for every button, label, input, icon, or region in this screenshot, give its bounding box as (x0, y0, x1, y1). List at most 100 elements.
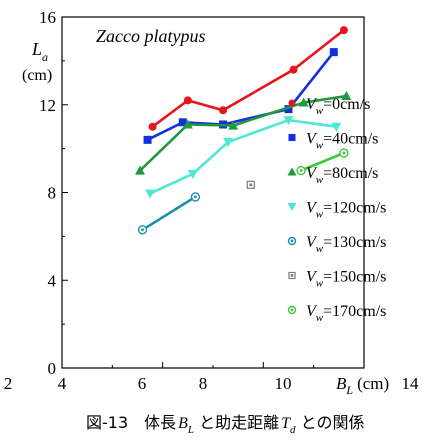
legend-text: =40cm/s (323, 131, 378, 148)
caption-symbol-t: T (281, 415, 291, 432)
legend-text: =80cm/s (323, 165, 378, 182)
series-5 (246, 180, 255, 189)
y-tick-label: 0 (48, 359, 57, 378)
caption-sub-d: d (290, 424, 296, 436)
data-point (183, 96, 192, 105)
legend-symbol: V (306, 269, 318, 286)
legend-item: Vw=80cm/s (287, 165, 378, 186)
legend-label: Vw=120cm/s (306, 200, 386, 221)
data-point (190, 192, 201, 202)
y-tick-label: 12 (39, 96, 56, 115)
y-axis-subscript: a (42, 50, 48, 64)
x-tick-label: 8 (199, 374, 208, 393)
data-point (329, 48, 338, 57)
legend-text: =150cm/s (323, 269, 386, 286)
caption-suffix: との関係 (296, 413, 365, 432)
data-point (287, 305, 297, 315)
data-point-dot (290, 239, 294, 243)
data-point-dot (141, 228, 144, 232)
legend-label: Vw=130cm/s (306, 234, 386, 255)
x-axis-subscript: L (345, 383, 353, 397)
legend-label: Vw=150cm/s (306, 269, 386, 290)
data-point (288, 271, 296, 280)
legend-symbol: V (306, 200, 318, 217)
data-point (283, 116, 294, 126)
legend-label: Vw=170cm/s (306, 303, 386, 324)
legend-symbol: V (306, 165, 318, 182)
data-point (296, 165, 306, 176)
legend-subscript: w (316, 105, 324, 117)
x-tick-label: 2 (4, 374, 13, 393)
legend-label: Vw=80cm/s (306, 165, 378, 186)
data-point (228, 120, 239, 130)
chart-annotation: Zacco platypus (96, 26, 206, 46)
legend-symbol: V (306, 303, 318, 320)
data-point (298, 97, 309, 107)
series-3 (145, 116, 342, 199)
legend-subscript: w (316, 174, 324, 186)
data-point-dot (290, 308, 294, 312)
legend-item: Vw=0cm/s (288, 96, 370, 117)
caption-prefix: 図-13 体長 (86, 413, 176, 432)
x-axis-label: BL (cm) (336, 374, 389, 397)
legend-subscript: w (316, 140, 324, 152)
data-point (287, 203, 297, 211)
data-point (223, 138, 234, 148)
legend-symbol: V (306, 131, 318, 148)
series-4 (137, 192, 201, 235)
legend-item: Vw=40cm/s (288, 131, 378, 152)
data-point (143, 135, 152, 144)
legend-text: =130cm/s (323, 234, 386, 251)
data-point (182, 119, 193, 129)
data-point (219, 106, 228, 115)
data-point (284, 105, 293, 114)
data-point (287, 167, 297, 176)
legend-label: Vw=0cm/s (306, 96, 370, 117)
data-point (339, 26, 348, 35)
legend-item: Vw=120cm/s (287, 200, 386, 221)
legend-subscript: w (316, 278, 324, 290)
series-line (300, 151, 345, 172)
legend-text: =120cm/s (323, 200, 386, 217)
legend-label: Vw=40cm/s (306, 131, 378, 152)
legend-item: Vw=170cm/s (287, 303, 386, 324)
legend-subscript: w (316, 243, 324, 255)
data-point (135, 165, 146, 175)
x-axis-symbol: B (336, 374, 347, 393)
data-point-dot (249, 183, 253, 187)
caption-symbol-b: B (178, 415, 188, 432)
figure-caption: 図-13 体長 BL と助走距離 Td との関係 (86, 413, 364, 436)
legend-subscript: w (316, 209, 324, 221)
y-tick-label: 4 (48, 271, 57, 290)
series-6 (296, 148, 349, 176)
legend-item: Vw=130cm/s (287, 234, 386, 255)
y-axis-label: La (31, 39, 48, 64)
y-tick-label: 8 (48, 184, 57, 203)
legend-text: =0cm/s (323, 96, 370, 113)
data-point (289, 65, 298, 74)
x-tick-label: 4 (58, 374, 67, 393)
data-point (145, 189, 156, 199)
data-point (331, 122, 342, 132)
series-0 (148, 26, 348, 131)
y-tick-label: 16 (39, 8, 56, 27)
data-point (246, 180, 255, 189)
series-line (141, 195, 197, 231)
data-point (178, 118, 187, 127)
data-point (339, 148, 349, 158)
data-point (288, 99, 296, 107)
legend-text: =170cm/s (323, 303, 386, 320)
caption-sub-l: L (187, 424, 194, 436)
x-tick-label: 14 (402, 374, 420, 393)
series-2 (135, 90, 352, 175)
data-point-dot (342, 151, 346, 155)
data-point (341, 90, 352, 100)
legend-subscript: w (316, 312, 324, 324)
data-point (137, 225, 148, 235)
legend-item: Vw=150cm/s (288, 269, 386, 290)
data-point (287, 236, 297, 246)
legend-symbol: V (306, 96, 318, 113)
y-axis-symbol: L (31, 39, 42, 59)
x-tick-label: 6 (138, 374, 147, 393)
